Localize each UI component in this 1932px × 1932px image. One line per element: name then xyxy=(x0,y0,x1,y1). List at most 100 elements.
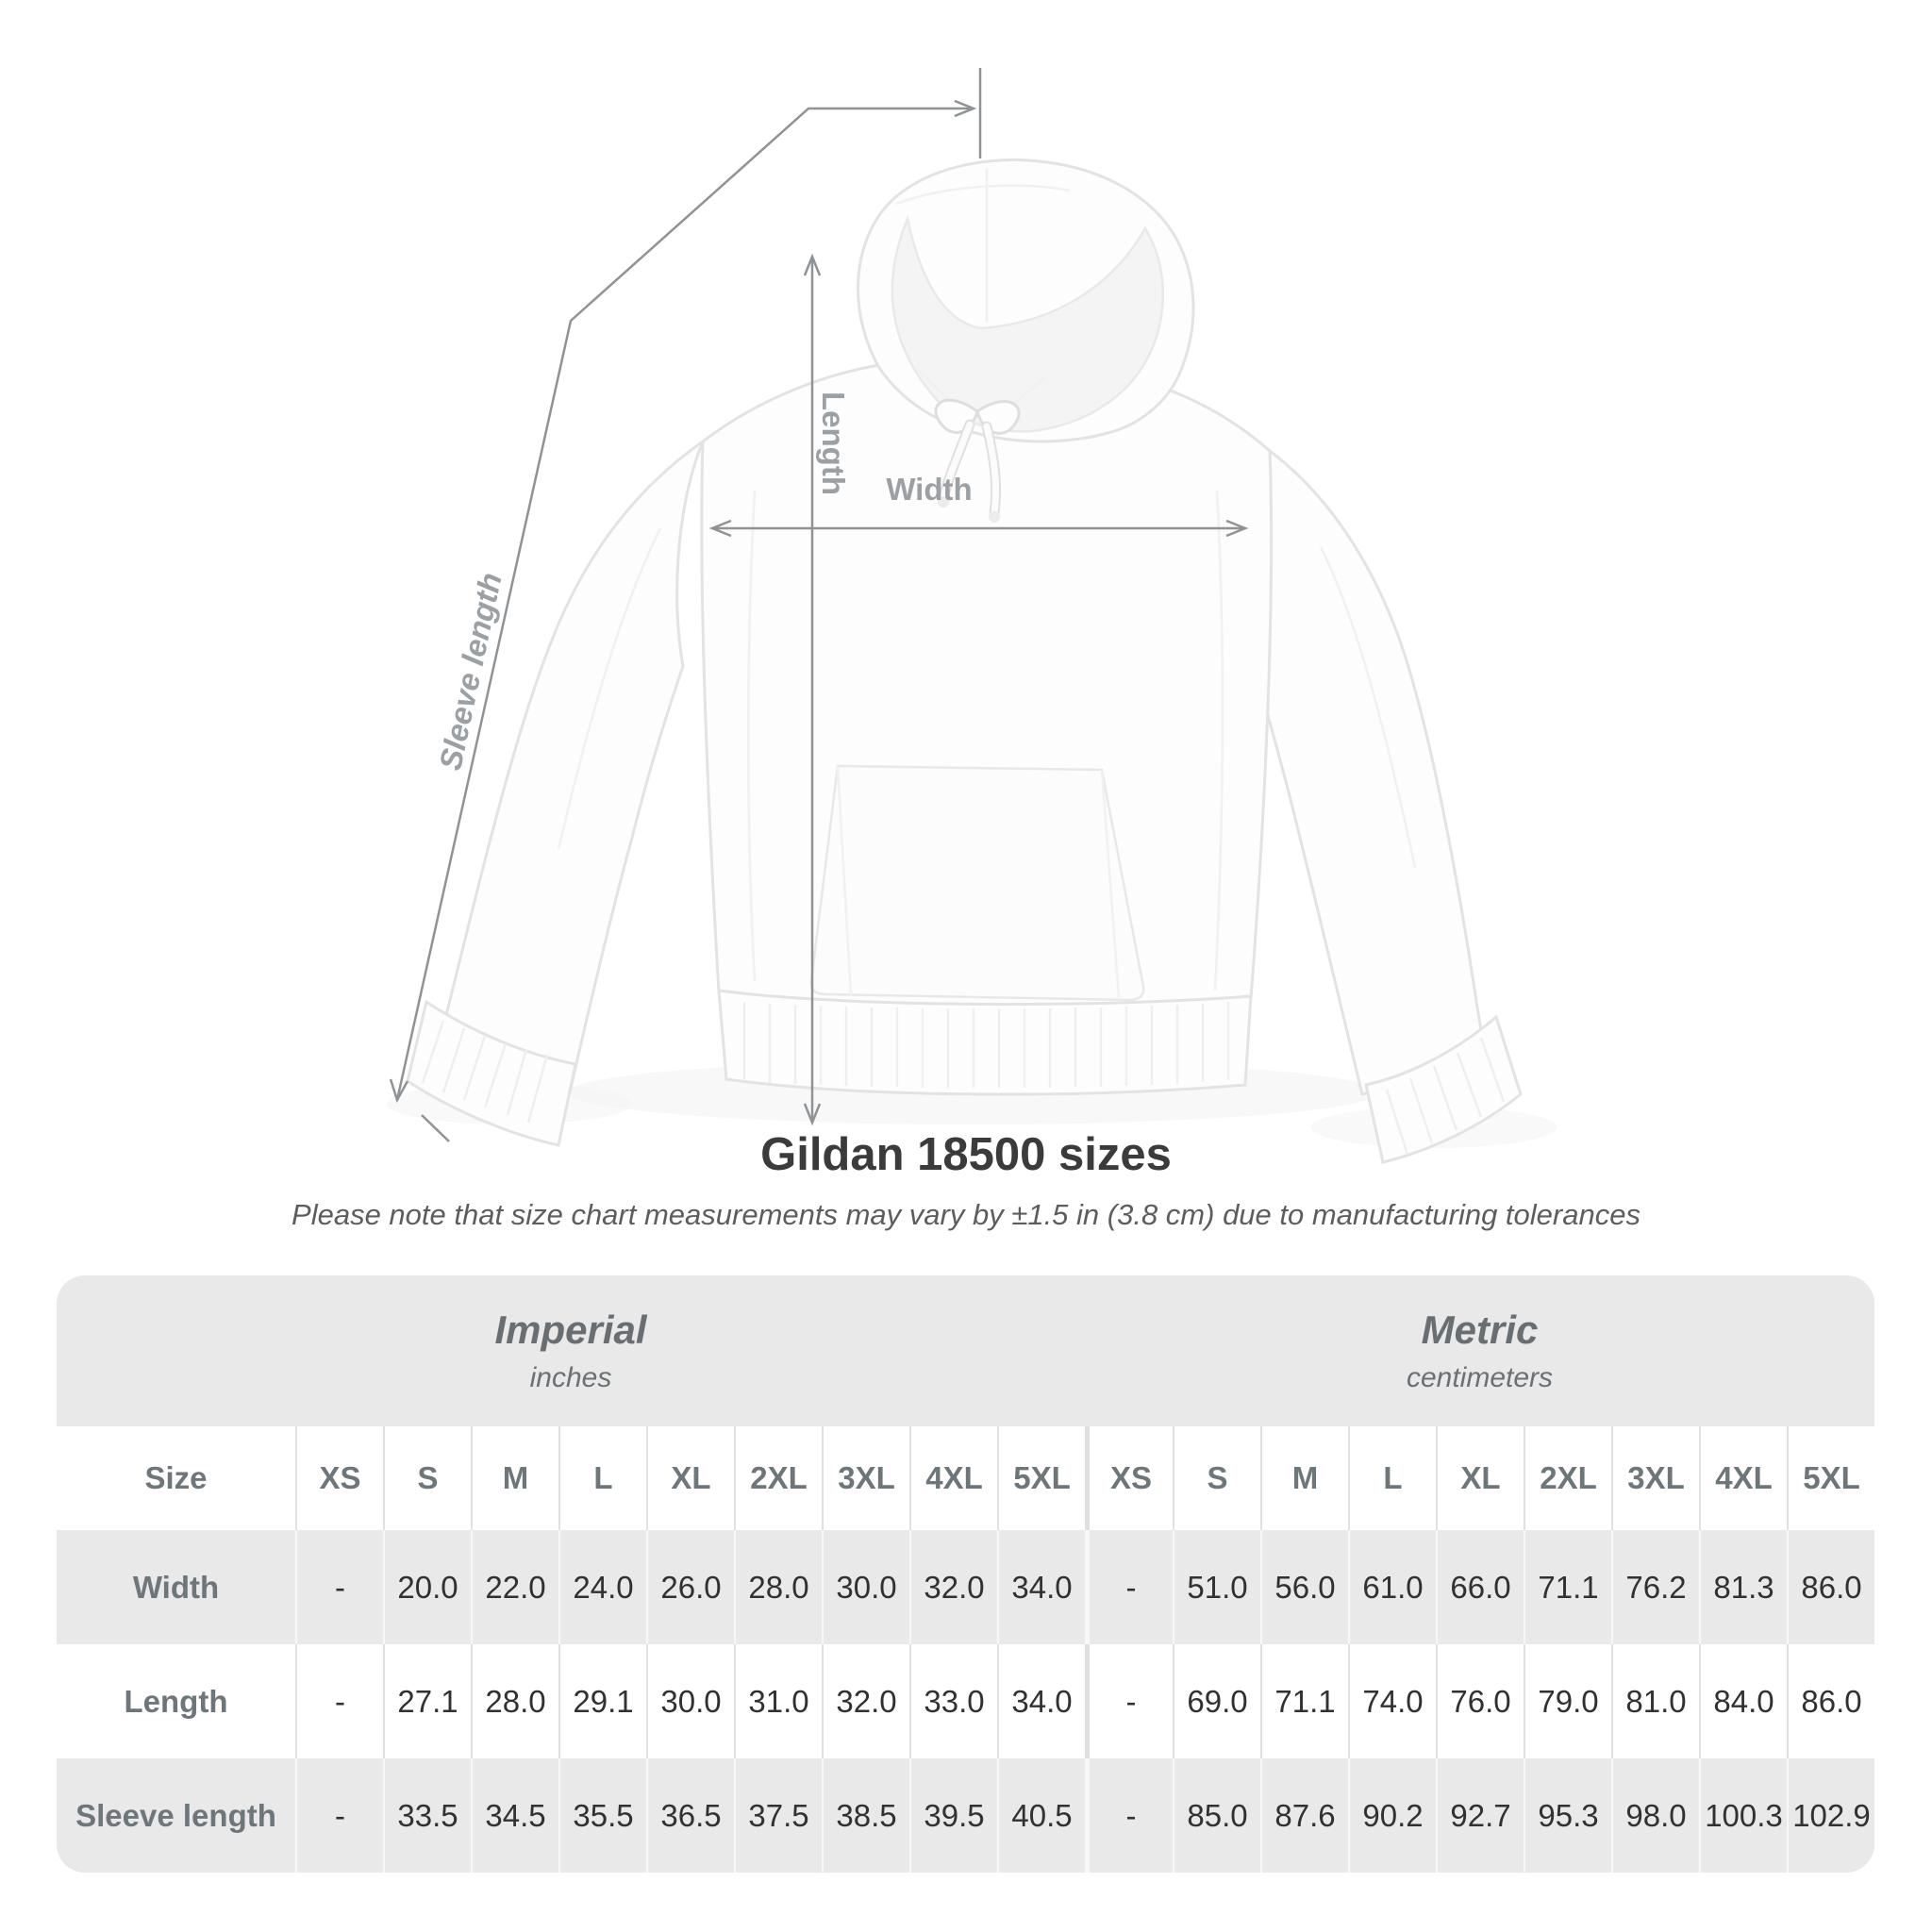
right-sleeve-fold xyxy=(1319,546,1417,869)
size-col-header: 4XL xyxy=(909,1426,997,1530)
title-block: Gildan 18500 sizes Please note that size… xyxy=(0,1128,1932,1232)
measurement-value: 30.0 xyxy=(822,1530,909,1644)
measurement-value: 92.7 xyxy=(1436,1758,1524,1873)
table-row-length: Length - 27.1 28.0 29.1 30.0 31.0 32.0 3… xyxy=(57,1644,1874,1758)
measurement-value: 61.0 xyxy=(1348,1530,1436,1644)
hoodie-right-sleeve xyxy=(1255,448,1483,1096)
measurement-value: - xyxy=(1085,1530,1173,1644)
sleeve-leader-arrowhead-bottom xyxy=(389,1078,409,1104)
measurement-value: 34.5 xyxy=(471,1758,558,1873)
width-arrowhead-left xyxy=(708,519,732,538)
measurement-value: - xyxy=(295,1644,383,1758)
size-col-header: 2XL xyxy=(1524,1426,1611,1530)
body-fold-left xyxy=(746,490,757,982)
measurement-value: 24.0 xyxy=(558,1530,646,1644)
sleeve-leader-arrowhead-right xyxy=(954,99,977,118)
hood-roll-edge xyxy=(895,184,1071,206)
measurement-value: 51.0 xyxy=(1173,1530,1260,1644)
size-header-row: Size XS S M L XL 2XL 3XL 4XL 5XL XS S M … xyxy=(57,1426,1874,1530)
drawstring-cord-right-fill xyxy=(983,423,1000,517)
hem-ribbing xyxy=(742,1002,1230,1088)
unit-group-band: Imperial inches Metric centimeters xyxy=(57,1275,1874,1426)
size-col-header: XL xyxy=(1436,1426,1524,1530)
metric-unit-label: centimeters xyxy=(1406,1362,1554,1393)
measurement-value: 30.0 xyxy=(646,1644,734,1758)
measurement-value: 87.6 xyxy=(1260,1758,1348,1873)
pocket-opening-left xyxy=(836,765,853,997)
size-col-header: 3XL xyxy=(822,1426,909,1530)
imperial-unit-label: inches xyxy=(529,1362,612,1393)
size-col-header: 5XL xyxy=(997,1426,1085,1530)
metric-group-header: Metric centimeters xyxy=(1085,1275,1874,1426)
measurement-value: 33.0 xyxy=(909,1644,997,1758)
metric-label: Metric xyxy=(1421,1307,1539,1352)
measurement-value: 69.0 xyxy=(1173,1644,1260,1758)
measurement-value: 81.0 xyxy=(1611,1644,1699,1758)
length-arrowhead-down xyxy=(803,1103,822,1126)
measurement-value: 39.5 xyxy=(909,1758,997,1873)
right-cuff-ribbing xyxy=(1385,1037,1506,1156)
measurement-value: 26.0 xyxy=(646,1530,734,1644)
size-header-cell: Size xyxy=(144,1460,208,1495)
measurement-value: 32.0 xyxy=(822,1644,909,1758)
measurement-value: - xyxy=(1085,1644,1173,1758)
measurement-value: - xyxy=(295,1530,383,1644)
measurement-value: 33.5 xyxy=(383,1758,471,1873)
measurement-value: 34.0 xyxy=(997,1644,1085,1758)
hood-inner-lining xyxy=(891,214,1165,433)
measurement-value: 40.5 xyxy=(997,1758,1085,1873)
size-col-header: S xyxy=(1173,1426,1260,1530)
hoodie-hem-band xyxy=(717,989,1253,1096)
hoodie-pocket xyxy=(809,764,1145,1002)
imperial-label: Imperial xyxy=(494,1307,647,1352)
measurement-value: 84.0 xyxy=(1699,1644,1787,1758)
row-label: Length xyxy=(124,1683,228,1719)
measurement-value: 76.2 xyxy=(1611,1530,1699,1644)
row-label: Sleeve length xyxy=(75,1797,276,1833)
page-subtitle: Please note that size chart measurements… xyxy=(291,1198,1641,1231)
measurement-value: 74.0 xyxy=(1348,1644,1436,1758)
measurement-value: 27.1 xyxy=(383,1644,471,1758)
measurement-value: 20.0 xyxy=(383,1530,471,1644)
cord-aglet-left xyxy=(938,496,949,508)
measurement-value: 28.0 xyxy=(471,1644,558,1758)
size-table: Imperial inches Metric centimeters Size … xyxy=(57,1275,1874,1873)
drawstring-cord-left-fill xyxy=(940,421,974,502)
size-col-header: M xyxy=(471,1426,558,1530)
length-label: Length xyxy=(816,391,851,495)
measurement-value: 98.0 xyxy=(1611,1758,1699,1873)
measurement-value: 38.5 xyxy=(822,1758,909,1873)
measurement-value: 71.1 xyxy=(1260,1644,1348,1758)
measurement-value: 56.0 xyxy=(1260,1530,1348,1644)
hoodie-measurement-diagram: Sleeve length Length Width xyxy=(389,68,1523,1164)
size-col-header: S xyxy=(383,1426,471,1530)
measurement-value: 66.0 xyxy=(1436,1530,1524,1644)
size-col-header: M xyxy=(1260,1426,1348,1530)
sleeve-length-leader xyxy=(395,107,972,1101)
table-row-width: Width - 20.0 22.0 24.0 26.0 28.0 30.0 32… xyxy=(57,1530,1874,1644)
left-sleeve-fold xyxy=(557,527,662,850)
size-col-header: L xyxy=(1348,1426,1436,1530)
pocket-opening-right xyxy=(1100,769,1121,999)
length-arrowhead-up xyxy=(803,253,822,276)
hoodie-left-cuff xyxy=(406,999,577,1147)
size-col-header: 5XL xyxy=(1787,1426,1874,1530)
measurement-value: - xyxy=(295,1758,383,1873)
measurement-value: 90.2 xyxy=(1348,1758,1436,1873)
measurement-value: 81.3 xyxy=(1699,1530,1787,1644)
measurement-value: 71.1 xyxy=(1524,1530,1611,1644)
hoodie-left-sleeve xyxy=(440,437,707,1094)
measurement-value: 22.0 xyxy=(471,1530,558,1644)
left-cuff-ribbing xyxy=(421,1020,549,1124)
measurement-value: 35.5 xyxy=(558,1758,646,1873)
measurement-value: 86.0 xyxy=(1787,1530,1874,1644)
size-col-header: XS xyxy=(295,1426,383,1530)
sleeve-length-label: Sleeve length xyxy=(432,570,508,774)
size-col-header: 4XL xyxy=(1699,1426,1787,1530)
measurement-value: 79.0 xyxy=(1524,1644,1611,1758)
body-fold-right xyxy=(1213,490,1224,991)
width-arrowhead-right xyxy=(1225,519,1249,538)
measurement-value: 76.0 xyxy=(1436,1644,1524,1758)
table-row-sleeve-length: Sleeve length - 33.5 34.5 35.5 36.5 37.5… xyxy=(57,1758,1874,1873)
